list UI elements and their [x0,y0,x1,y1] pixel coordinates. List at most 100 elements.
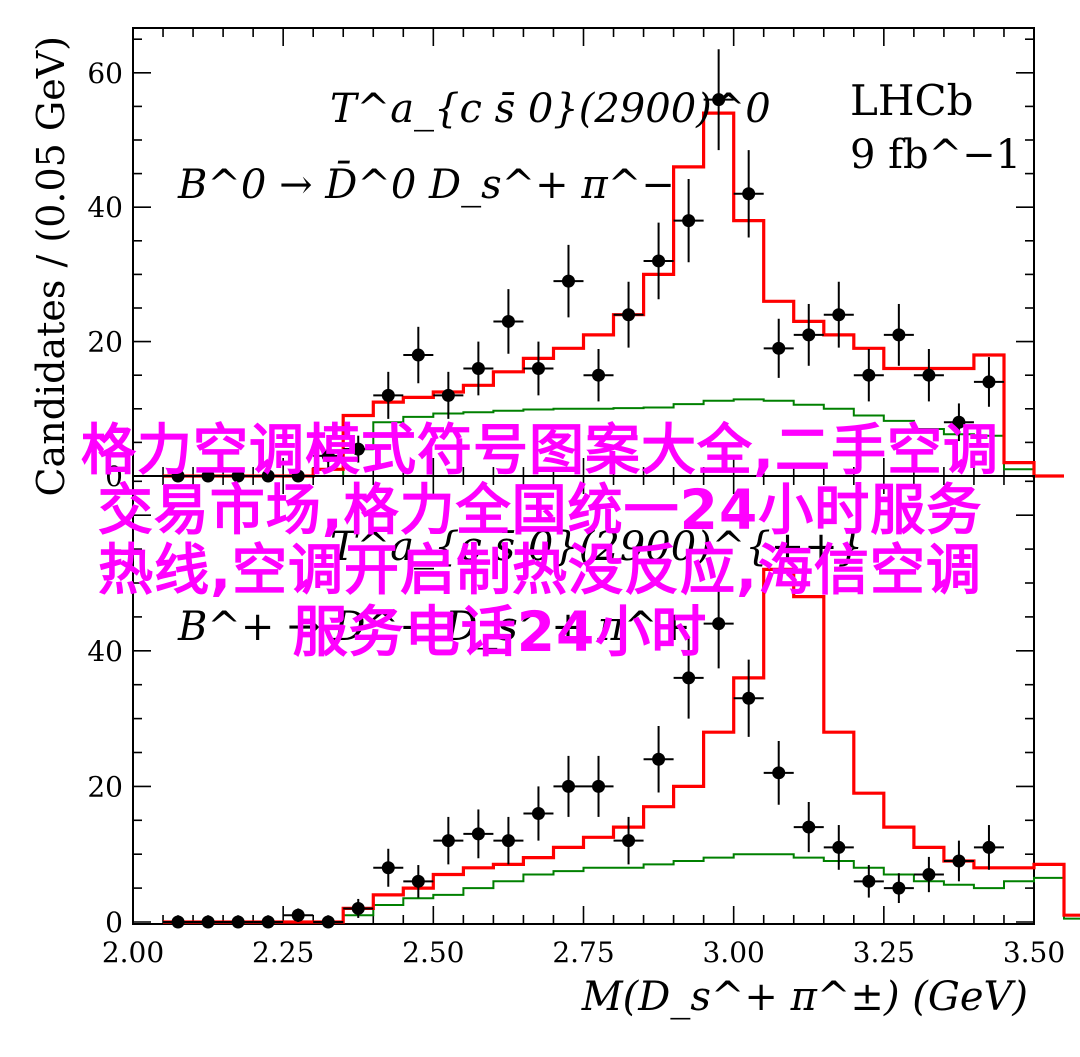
data-point-marker [321,449,335,463]
data-point-marker [501,314,515,328]
data-point [373,848,404,887]
data-point [493,289,524,354]
data-point [703,578,734,669]
data-point-marker [411,348,425,362]
data-point [973,825,1004,870]
data-point [253,915,284,929]
data-point [463,341,494,396]
data-point [403,865,434,898]
x-tick-label: 2.75 [552,936,614,969]
data-point-marker [952,854,966,868]
data-point-marker [351,901,365,915]
overlay-text-line-2: 交易市场,格力全国统一24小时服务 [97,478,983,542]
luminosity-label: 9 fb^−1 [850,132,1021,178]
data-point [913,348,944,402]
data-point-marker [682,214,696,228]
data-point-marker [802,820,816,834]
data-point-marker [351,442,365,456]
x-tick-label: 3.50 [1003,936,1065,969]
data-point [763,740,794,805]
data-point [613,816,644,865]
y-tick-label: 60 [87,57,123,90]
data-point-marker [381,388,395,402]
data-point-marker [982,840,996,854]
data-point [313,442,344,470]
bottom-decay-label: B^+ → D^− D_s^+ π^+ [177,604,691,650]
data-point [973,357,1004,407]
x-tick-label: 2.00 [102,936,164,969]
data-point [643,222,674,300]
data-point [523,341,554,396]
data-point [223,915,254,929]
x-tick-label: 3.25 [853,936,915,969]
data-point [343,435,374,463]
data-point-marker [531,807,545,821]
chart-labels: T^a_{c s̄ 0}(2900)^0 B^0 → D̄^0 D_s^+ π^−… [29,36,1065,1020]
data-point [373,371,404,419]
top-decay-label: B^0 → D̄^0 D_s^+ π^− [177,161,675,208]
data-point [853,865,884,898]
data-point [583,755,614,817]
data-point [673,637,704,719]
data-point [553,755,584,817]
data-point-marker [261,915,275,929]
data-point [583,348,614,402]
data-point-marker [952,415,966,429]
data-point [163,915,194,929]
y-tick-label: 40 [87,635,123,668]
data-point [613,281,644,348]
data-point [793,801,824,853]
data-point-marker [862,368,876,382]
data-point-marker [652,752,666,766]
y-tick-label: 20 [87,770,123,803]
background-fit-line [163,398,1064,477]
data-point [913,856,944,893]
data-point [823,281,854,348]
experiment-label: LHCb [850,76,974,125]
data-point [343,898,374,918]
data-point-marker [892,881,906,895]
data-point-marker [531,361,545,375]
data-point [733,150,764,238]
data-point [553,244,584,318]
overlay-text-line-3: 热线,空调开启制热没反应,海信空调 [98,538,982,602]
data-point [733,659,764,737]
data-point-marker [561,779,575,793]
data-point-marker [471,827,485,841]
data-point [763,318,794,378]
overlay-text-line-1: 格力空调模式符号图案大全,二手空调 [81,418,999,482]
data-point-marker [592,368,606,382]
data-point-marker [561,274,575,288]
data-point-marker [622,834,636,848]
bottom-state-label: T^a_{c s̄ 0}(2900)^{++} [330,524,863,570]
data-point-marker [742,187,756,201]
y-tick-label: 20 [87,326,123,359]
data-point [883,303,914,366]
data-point [283,908,314,922]
data-point [823,825,854,870]
data-point-marker [802,328,816,342]
data-point-marker [441,388,455,402]
data-point-marker [742,691,756,705]
data-point-marker [231,915,245,929]
data-point-marker [712,617,726,631]
data-point [883,873,914,904]
x-tick-label: 2.25 [252,936,314,969]
data-point-marker [922,868,936,882]
data-point [313,915,344,929]
data-point [433,816,464,865]
data-point-marker [682,671,696,685]
y-tick-label: 40 [87,191,123,224]
y-tick-label: 0 [105,460,123,493]
data-point [403,326,434,384]
data-point-marker [592,779,606,793]
data-point-marker [712,93,726,107]
data-point-marker [772,341,786,355]
bottom-panel: 0 20 40 [87,475,1080,939]
background-fit-line [163,853,1080,923]
x-tick-label: 2.50 [402,936,464,969]
overlay-text-line-4: 服务电话24小时 [292,600,708,664]
data-point-marker [201,915,215,929]
top-state-label: T^a_{c s̄ 0}(2900)^0 [330,86,771,132]
data-point-marker [381,861,395,875]
